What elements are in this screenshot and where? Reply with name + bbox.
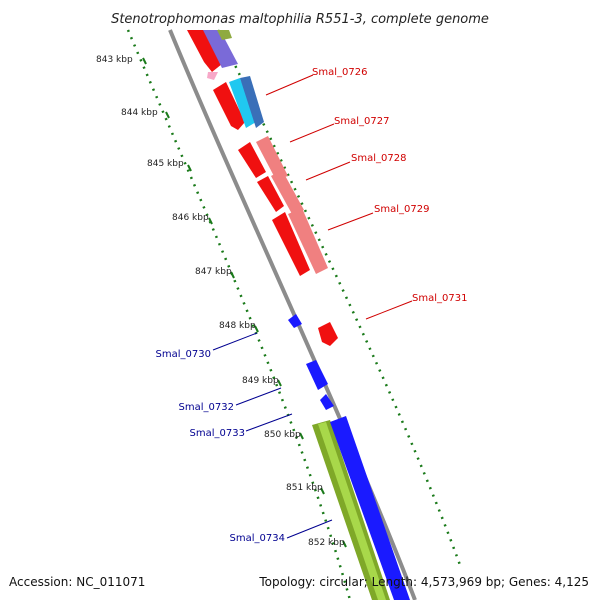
genome-title: Stenotrophomonas maltophilia R551-3, com… (111, 12, 489, 27)
kbp-label: 852 kbp (308, 538, 345, 548)
gene-label-forward[interactable]: Smal_0726 (312, 67, 367, 78)
kbp-label: 850 kbp (264, 430, 301, 440)
reverse-long-bands (312, 416, 410, 600)
kbp-label: 846 kbp (172, 213, 209, 223)
accession-text: Accession: NC_011071 (9, 575, 145, 589)
gene-band-blue (330, 416, 410, 600)
kbp-tick-marks (142, 57, 347, 548)
genome-summary-text: Topology: circular; Length: 4,573,969 bp… (258, 575, 589, 589)
gene-top-purple (203, 30, 238, 68)
gene-0726-red (213, 82, 245, 130)
kbp-label: 851 kbp (286, 483, 323, 493)
gene-0729-salmon (288, 208, 328, 274)
scale-line-inner (126, 29, 352, 600)
kbp-label: 848 kbp (219, 321, 256, 331)
gene-0731-red (318, 322, 338, 346)
reverse-leaders (212, 332, 333, 539)
gene-0726-blue (240, 76, 264, 128)
gene-label-reverse[interactable]: Smal_0734 (230, 533, 285, 544)
gene-0728-salmon (271, 170, 304, 214)
gene-label-reverse[interactable]: Smal_0730 (156, 349, 211, 360)
gene-label-reverse[interactable]: Smal_0733 (190, 428, 245, 439)
gene-0729-red (272, 212, 310, 276)
gene-label-forward[interactable]: Smal_0729 (374, 204, 429, 215)
gene-0733-blue (320, 394, 334, 410)
kbp-label: 849 kbp (242, 376, 279, 386)
gene-0726-cyan (229, 78, 256, 128)
gene-top-olive (217, 30, 232, 40)
reverse-genes (288, 314, 334, 410)
gene-label-forward[interactable]: Smal_0731 (412, 293, 467, 304)
gene-0732-blue (306, 360, 328, 390)
gene-0727-salmon (256, 136, 288, 180)
gene-top-red (187, 30, 222, 72)
gene-label-reverse[interactable]: Smal_0732 (179, 402, 234, 413)
gene-pink-small (207, 72, 218, 80)
gene-0730-blue (288, 314, 302, 328)
kbp-label: 845 kbp (147, 159, 184, 169)
forward-genes (187, 30, 338, 346)
genome-backbone (168, 29, 417, 600)
kbp-label: 847 kbp (195, 267, 232, 277)
forward-leaders (265, 74, 413, 320)
gene-0728-red (257, 176, 284, 212)
gene-label-forward[interactable]: Smal_0728 (351, 153, 406, 164)
gene-band-lime (318, 422, 386, 600)
kbp-label: 844 kbp (121, 108, 158, 118)
gene-label-forward[interactable]: Smal_0727 (334, 116, 389, 127)
kbp-label: 843 kbp (96, 55, 133, 65)
gene-0727-red (238, 142, 266, 178)
